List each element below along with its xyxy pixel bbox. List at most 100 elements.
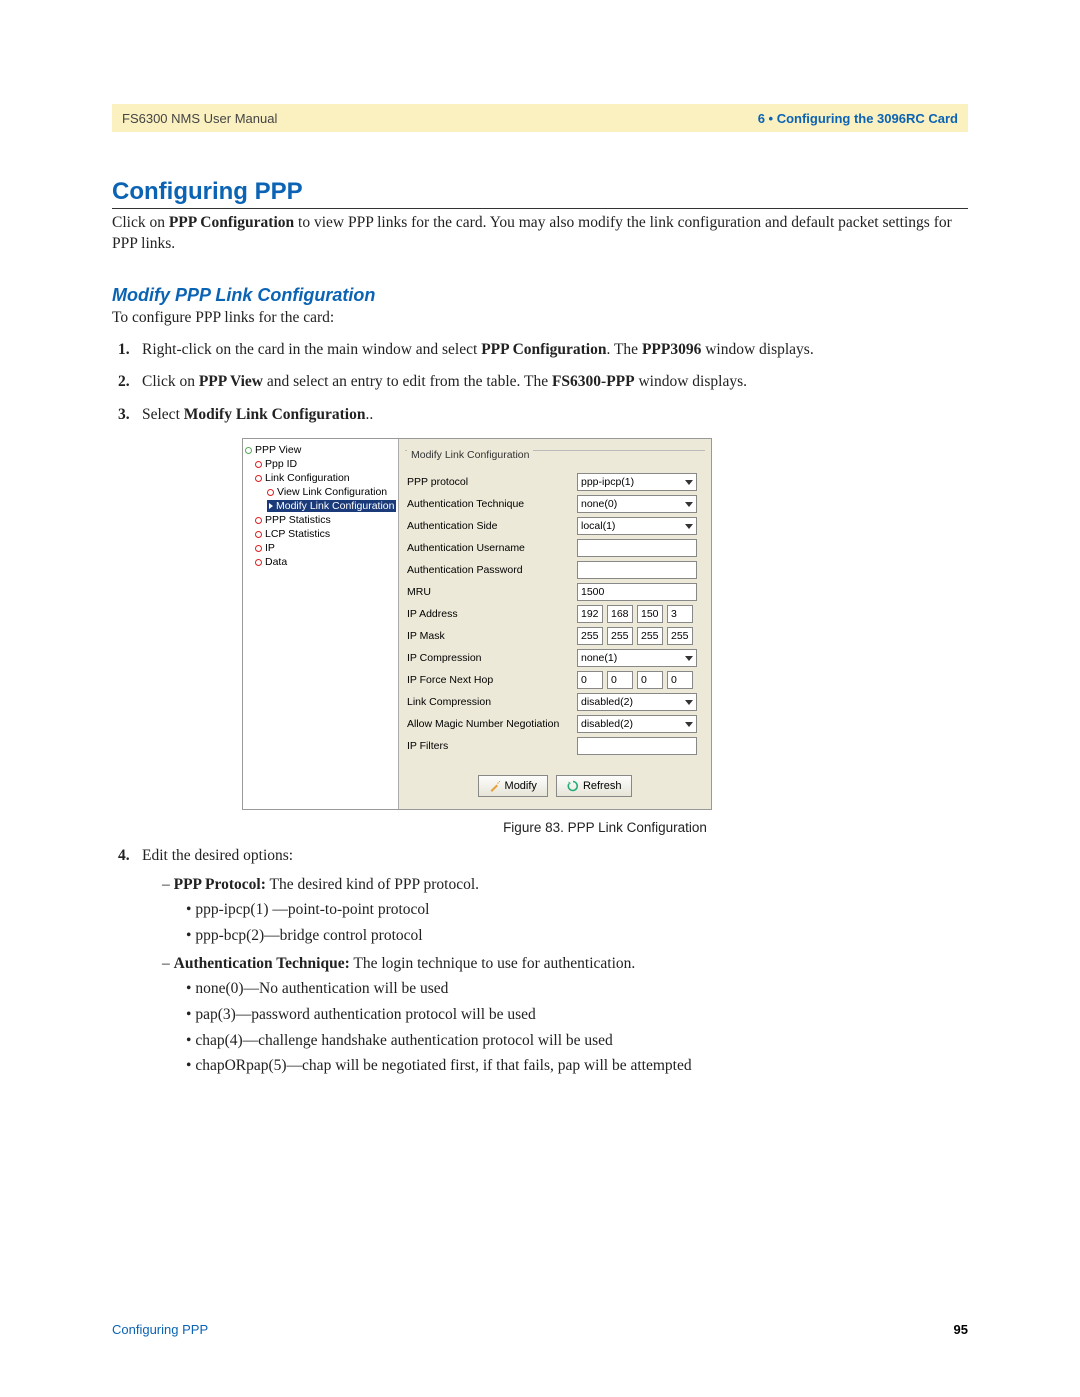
step-2: 2. Click on PPP View and select an entry… (112, 371, 968, 393)
input-value: 0 (581, 674, 587, 686)
step-1-mid: . The (606, 341, 641, 358)
row-link-comp: Link Compressiondisabled(2) (407, 691, 703, 713)
field-label: Authentication Side (407, 520, 577, 532)
ip-compression-select[interactable]: none(1) (577, 649, 697, 667)
auth-username-input[interactable] (577, 539, 697, 557)
row-ip-force: IP Force Next Hop 0 0 0 0 (407, 669, 703, 691)
field-label: Link Compression (407, 696, 577, 708)
link-compression-select[interactable]: disabled(2) (577, 693, 697, 711)
ip-mask-oct-2[interactable]: 255 (607, 627, 633, 645)
page-header: FS6300 NMS User Manual 6 • Configuring t… (112, 104, 968, 132)
ip-mask-oct-4[interactable]: 255 (667, 627, 693, 645)
fieldset-legend: Modify Link Configuration (407, 449, 533, 461)
step-3: 3. Select Modify Link Configuration.. (112, 404, 968, 426)
ip-mask-oct-3[interactable]: 255 (637, 627, 663, 645)
ppp-protocol-select[interactable]: ppp-ipcp(1) (577, 473, 697, 491)
input-value: 255 (641, 630, 659, 642)
step-2-pre: Click on (142, 373, 199, 390)
ip-addr-oct-4[interactable]: 3 (667, 605, 693, 623)
header-right: 6 • Configuring the 3096RC Card (758, 111, 958, 126)
option-label-bold: PPP Protocol: (174, 876, 266, 893)
tree-view-link-config[interactable]: View Link Configuration (245, 485, 396, 499)
row-mru: MRU1500 (407, 581, 703, 603)
button-row: Modify Refresh (407, 775, 703, 797)
step-3-num: 3. (118, 404, 130, 426)
step-4: 4. Edit the desired options: PPP Protoco… (112, 845, 968, 1077)
option-auth-technique: Authentication Technique: The login tech… (162, 953, 968, 1077)
ip-force-oct-3[interactable]: 0 (637, 671, 663, 689)
step-4-text: Edit the desired options: (142, 847, 293, 864)
row-auth-pass: Authentication Password (407, 559, 703, 581)
options-list: PPP Protocol: The desired kind of PPP pr… (142, 874, 968, 1078)
chevron-down-icon (685, 524, 693, 529)
sub-intro: To configure PPP links for the card: (112, 308, 968, 329)
tree-ip[interactable]: IP (245, 541, 396, 555)
step-1-b1: PPP Configuration (481, 341, 606, 358)
input-value: 0 (671, 674, 677, 686)
ppp-config-window: PPP View Ppp ID Link Configuration View … (242, 438, 712, 810)
input-value: 0 (611, 674, 617, 686)
row-ip-addr: IP Address 192 168 150 3 (407, 603, 703, 625)
step-1-pre: Right-click on the card in the main wind… (142, 341, 481, 358)
page-footer: Configuring PPP 95 (112, 1322, 968, 1337)
tree-pane[interactable]: PPP View Ppp ID Link Configuration View … (243, 439, 399, 809)
bullet-icon (255, 475, 262, 482)
magic-number-select[interactable]: disabled(2) (577, 715, 697, 733)
step-1-b2: PPP3096 (642, 341, 701, 358)
step-3-pre: Select (142, 406, 184, 423)
refresh-button[interactable]: Refresh (556, 775, 633, 797)
ip-mask-oct-1[interactable]: 255 (577, 627, 603, 645)
intro-bold: PPP Configuration (169, 214, 294, 231)
ip-force-oct-1[interactable]: 0 (577, 671, 603, 689)
figure-caption: Figure 83. PPP Link Configuration (242, 820, 968, 835)
section-title: Configuring PPP (112, 178, 968, 206)
tree-ppp-view[interactable]: PPP View (245, 443, 396, 457)
chevron-down-icon (685, 656, 693, 661)
step-2-num: 2. (118, 371, 130, 393)
field-label: IP Address (407, 608, 577, 620)
bullet-icon (255, 461, 262, 468)
tree-ppp-stats[interactable]: PPP Statistics (245, 513, 396, 527)
auth-password-input[interactable] (577, 561, 697, 579)
tree-lcp-stats[interactable]: LCP Statistics (245, 527, 396, 541)
bullet-item: chapORpap(5)—chap will be negotiated fir… (186, 1055, 968, 1077)
chevron-down-icon (685, 502, 693, 507)
bullet-icon (267, 489, 274, 496)
select-value: ppp-ipcp(1) (581, 476, 634, 488)
step-3-post: .. (365, 406, 373, 423)
ip-force-oct-2[interactable]: 0 (607, 671, 633, 689)
auth-technique-select[interactable]: none(0) (577, 495, 697, 513)
option-label-rest: The login technique to use for authentic… (350, 955, 636, 972)
modify-button[interactable]: Modify (478, 775, 548, 797)
tree-label: View Link Configuration (277, 486, 387, 498)
select-value: none(1) (581, 652, 617, 664)
field-label: Authentication Password (407, 564, 577, 576)
intro-paragraph: Click on PPP Configuration to view PPP l… (112, 213, 968, 255)
ip-addr-oct-3[interactable]: 150 (637, 605, 663, 623)
button-label: Modify (505, 780, 537, 792)
tree-data[interactable]: Data (245, 555, 396, 569)
row-auth-user: Authentication Username (407, 537, 703, 559)
input-value: 192 (581, 608, 599, 620)
tree-ppp-id[interactable]: Ppp ID (245, 457, 396, 471)
ip-force-oct-4[interactable]: 0 (667, 671, 693, 689)
field-label: IP Mask (407, 630, 577, 642)
auth-side-select[interactable]: local(1) (577, 517, 697, 535)
step-1: 1. Right-click on the card in the main w… (112, 339, 968, 361)
tree-modify-link-config[interactable]: Modify Link Configuration (245, 499, 396, 513)
section-rule (112, 208, 968, 209)
bullet-item: ppp-bcp(2)—bridge control protocol (186, 925, 968, 947)
select-value: none(0) (581, 498, 617, 510)
tree-link-config[interactable]: Link Configuration (245, 471, 396, 485)
ip-addr-oct-2[interactable]: 168 (607, 605, 633, 623)
field-label: IP Compression (407, 652, 577, 664)
field-label: PPP protocol (407, 476, 577, 488)
step-2-b1: PPP View (199, 373, 263, 390)
row-ppp-protocol: PPP protocol ppp-ipcp(1) (407, 471, 703, 493)
steps-list-cont: 4. Edit the desired options: PPP Protoco… (112, 845, 968, 1077)
field-label: Authentication Username (407, 542, 577, 554)
bullet-icon (255, 531, 262, 538)
mru-input[interactable]: 1500 (577, 583, 697, 601)
ip-addr-oct-1[interactable]: 192 (577, 605, 603, 623)
ip-filters-input[interactable] (577, 737, 697, 755)
